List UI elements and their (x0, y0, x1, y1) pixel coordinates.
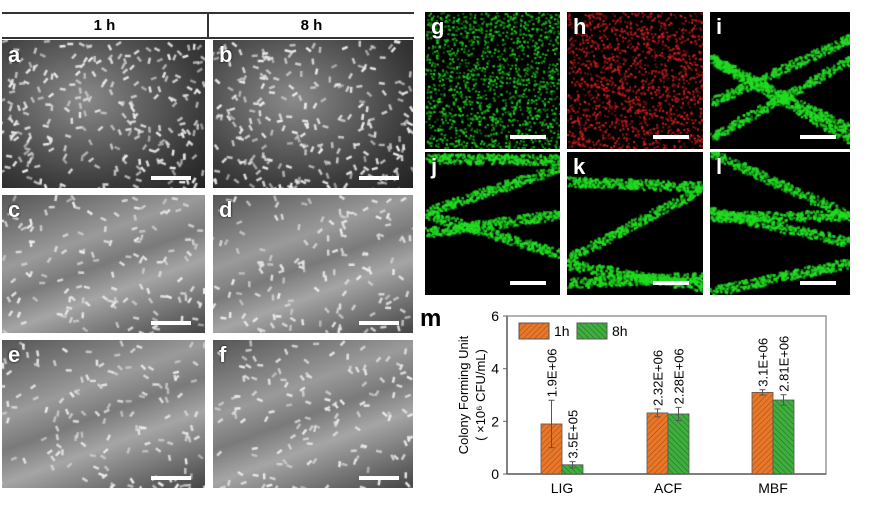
scale-bar (151, 476, 191, 480)
fluorescence-image-i: i (710, 12, 850, 149)
panel-label-a: a (8, 42, 21, 67)
panel-label-e: e (8, 342, 21, 367)
panel-label-m: m (420, 305, 441, 332)
sem-image-a: a (2, 40, 205, 188)
fluorescence-image-g: g (425, 12, 560, 149)
bar-mbf-8h (772, 399, 795, 475)
bar-mbf-1h (751, 391, 774, 475)
panel-label-b: b (219, 42, 233, 67)
fluorescence-image-h: h (567, 12, 703, 149)
y-axis-label-line2: ( ×10⁶ CFU/mL) (473, 349, 488, 441)
bar-acf-8h (667, 413, 690, 475)
y-tick-label: 0 (491, 466, 499, 482)
data-label: 3.1E+06 (756, 338, 771, 387)
y-tick-label: 4 (491, 361, 499, 377)
scale-bar (151, 176, 191, 180)
x-tick-label-lig: LIG (551, 480, 574, 496)
legend-swatch-8h (576, 322, 608, 340)
x-tick-label-acf: ACF (654, 480, 682, 496)
data-label: 2.28E+06 (672, 348, 687, 404)
panel-label-j: j (431, 154, 438, 179)
column-header-1h: 1 h (93, 17, 116, 34)
y-tick-label: 6 (491, 308, 499, 324)
scale-bar (510, 135, 546, 139)
scale-bar (510, 281, 546, 285)
panel-label-f: f (219, 342, 227, 367)
panel-label-k: k (573, 154, 586, 179)
scale-bar (653, 281, 689, 285)
sem-image-d: d (213, 195, 413, 333)
data-label: 1.9E+06 (545, 348, 560, 397)
legend-label-8h: 8h (612, 323, 628, 339)
fluorescence-image-l: l (710, 152, 850, 295)
legend-label-1h: 1h (554, 323, 570, 339)
sem-image-e: e (2, 340, 205, 488)
panel-label-h: h (573, 14, 587, 39)
panel-label-i: i (716, 14, 723, 39)
fluorescence-image-j: j (425, 152, 560, 295)
bar-chart: m 0 2 4 6 LIG 1.9E+06 3.5E+05 ACF 2.32E+06 2.28E+… (420, 305, 827, 496)
scale-bar (653, 135, 689, 139)
fluorescence-image-k: k (567, 152, 703, 295)
panel-label-c: c (8, 197, 21, 222)
x-tick-label-mbf: MBF (758, 480, 788, 496)
data-label: 2.32E+06 (651, 350, 666, 406)
y-tick-label: 2 (491, 413, 499, 429)
scale-bar (359, 476, 399, 480)
bar-acf-1h (646, 412, 669, 475)
scale-bar (800, 135, 836, 139)
data-label: 3.5E+05 (566, 410, 581, 459)
scale-bar (151, 321, 191, 325)
scale-bar (359, 321, 399, 325)
panel-label-g: g (431, 14, 445, 39)
data-label: 2.81E+06 (777, 336, 792, 392)
scale-bar (800, 281, 836, 285)
sem-image-f: f (213, 340, 413, 488)
y-axis-label-line1: Colony Forming Unit (456, 335, 471, 454)
legend-swatch-1h (518, 322, 550, 340)
column-header-8h: 8 h (300, 17, 323, 34)
scale-bar (359, 176, 399, 180)
panel-label-l: l (716, 154, 723, 179)
sem-image-c: c (2, 195, 205, 333)
panel-label-d: d (219, 197, 233, 222)
sem-image-b: b (213, 40, 413, 188)
header-divider (207, 12, 209, 39)
